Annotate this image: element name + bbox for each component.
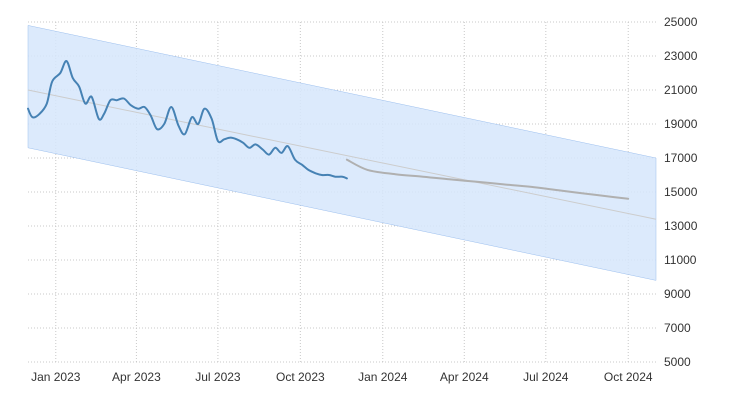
x-tick-label: Jul 2024 <box>523 370 569 384</box>
y-tick-label: 9000 <box>664 287 691 301</box>
y-tick-label: 17000 <box>664 151 698 165</box>
y-tick-label: 21000 <box>664 83 698 97</box>
y-tick-label: 11000 <box>664 253 697 267</box>
x-tick-label: Jul 2023 <box>195 370 241 384</box>
x-tick-label: Oct 2023 <box>276 370 325 384</box>
y-tick-label: 25000 <box>664 15 698 29</box>
trend-line <box>27 89 657 220</box>
x-tick-label: Jan 2024 <box>358 370 408 384</box>
x-axis: Jan 2023 Apr 2023 Jul 2023 Oct 2023 Jan 2024… <box>31 370 653 384</box>
forecast-band <box>27 25 657 281</box>
series-lines <box>27 60 630 200</box>
y-tick-label: 13000 <box>664 219 698 233</box>
y-tick-label: 19000 <box>664 117 698 131</box>
trend-line-path <box>27 89 657 220</box>
y-tick-label: 7000 <box>664 321 691 335</box>
forecast-band-area <box>27 25 657 281</box>
x-tick-label: Apr 2023 <box>112 370 161 384</box>
x-tick-label: Jan 2023 <box>31 370 81 384</box>
x-tick-label: Oct 2024 <box>604 370 653 384</box>
historical-series-line <box>27 60 348 180</box>
forecast-series-line <box>345 158 630 200</box>
y-tick-label: 15000 <box>664 185 698 199</box>
y-axis: 5000 7000 9000 11000 13000 15000 17000 19000 210… <box>664 15 698 369</box>
y-tick-label: 23000 <box>664 49 698 63</box>
x-tick-label: Apr 2024 <box>440 370 489 384</box>
y-tick-label: 5000 <box>664 355 691 369</box>
